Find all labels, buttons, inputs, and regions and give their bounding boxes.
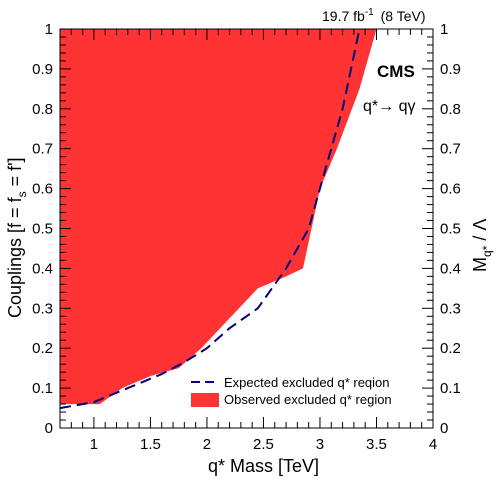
x-tick-label: 4	[429, 436, 437, 453]
y-tick-label: 0.8	[32, 101, 53, 118]
y2-tick-label: 0	[440, 420, 448, 437]
y2-tick-label: 0.5	[440, 221, 461, 238]
legend-expected-label: Expected excluded q* reqion	[224, 375, 390, 390]
y2-tick-label: 0.2	[440, 340, 461, 357]
legend-observed-swatch	[191, 393, 219, 407]
y-tick-label: 0.2	[32, 340, 53, 357]
expected-line	[59, 28, 361, 410]
y2-tick-label: 0.3	[440, 300, 461, 317]
y2-tick-label: 0.1	[440, 380, 461, 397]
y2-tick-label: 0.6	[440, 181, 461, 198]
x-tick-label: 2	[203, 436, 211, 453]
x-tick-label: 1	[90, 436, 98, 453]
y-tick-label: 0.4	[32, 260, 53, 277]
x-tick-label: 2.5	[253, 436, 274, 453]
y-tick-label: 0.1	[32, 380, 53, 397]
y-tick-label: 0.6	[32, 181, 53, 198]
experiment-label: CMS	[377, 62, 415, 81]
y-tick-label: 0.5	[32, 221, 53, 238]
legend: Expected excluded q* reqion Observed exc…	[191, 375, 392, 407]
y2-tick-label: 0.9	[440, 61, 461, 78]
y2-tick-label: 1	[440, 21, 448, 38]
observed-region	[60, 29, 377, 405]
y-axis-title: Couplings [f = fs = f']	[5, 157, 29, 318]
y-tick-label: 0.9	[32, 61, 53, 78]
y2-axis-title: Mq* / Λ	[470, 219, 494, 272]
y2-tick-label: 0.7	[440, 141, 461, 158]
x-tick-label: 1.5	[140, 436, 161, 453]
x-tick-label: 3	[316, 436, 324, 453]
process-label: q*→ qγ	[363, 98, 415, 115]
y-tick-label: 1	[45, 21, 53, 38]
y-tick-label: 0.7	[32, 141, 53, 158]
y-tick-label: 0	[45, 420, 53, 437]
y-tick-label: 0.3	[32, 300, 53, 317]
luminosity-label: 19.7 fb-1 (8 TeV)	[322, 7, 426, 24]
legend-observed-label: Observed excluded q* region	[224, 392, 392, 407]
x-tick-label: 3.5	[366, 436, 387, 453]
x-axis-title: q* Mass [TeV]	[208, 456, 319, 476]
y2-tick-label: 0.8	[440, 101, 461, 118]
y2-tick-label: 0.4	[440, 260, 461, 277]
